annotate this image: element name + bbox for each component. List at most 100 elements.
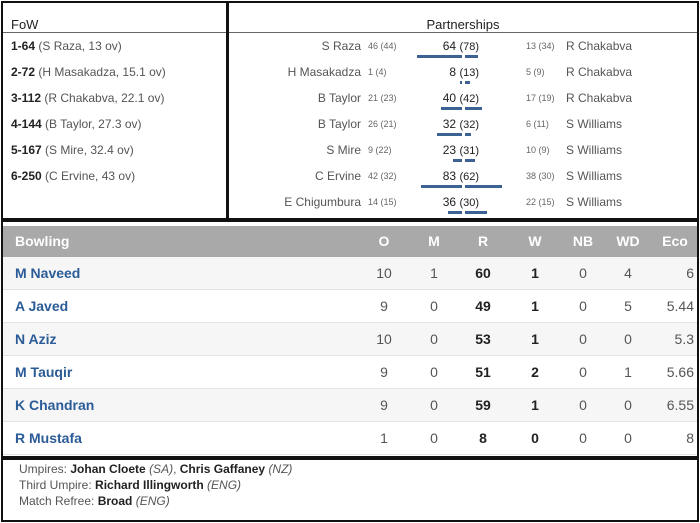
bowler-name[interactable]: K Chandran (15, 397, 95, 413)
bowler-runs: 60 (475, 265, 491, 281)
bowling-row: M Tauqir 9 0 51 2 0 1 5.66 (3, 356, 697, 389)
batter2-score: 17 (19) (526, 93, 555, 103)
bowler-noballs: 0 (579, 397, 587, 413)
batter1-name[interactable]: B Taylor (317, 117, 361, 131)
header-wickets: W (528, 233, 542, 249)
third-umpire-label: Third Umpire: (19, 478, 92, 492)
bowler-wides: 0 (624, 430, 632, 446)
batter2-name[interactable]: S Williams (566, 143, 622, 157)
referee-link[interactable]: Broad (97, 494, 133, 508)
bowling-row: N Aziz 10 0 53 1 0 0 5.3 (3, 323, 697, 356)
batter1-name[interactable]: E Chigumbura (284, 195, 361, 209)
batter1-score: 9 (22) (368, 145, 392, 155)
fow-row: 4-144 (B Taylor, 27.3 ov) (3, 111, 226, 137)
fow-detail: (S Raza, 13 ov) (38, 39, 122, 53)
batter1-name[interactable]: H Masakadza (287, 65, 361, 79)
batter2-score: 5 (9) (526, 67, 545, 77)
umpire-country: (NZ) (268, 462, 293, 476)
third-umpire-line: Third Umpire: Richard Illingworth (ENG) (19, 477, 292, 493)
header-noballs: NB (572, 233, 594, 249)
bowler-maidens: 0 (430, 430, 438, 446)
batter2-name[interactable]: S Williams (566, 117, 622, 131)
bowler-wickets: 1 (531, 265, 539, 281)
fow-score: 3-112 (11, 91, 42, 105)
bowler-maidens: 0 (430, 397, 438, 413)
bowler-name[interactable]: N Aziz (15, 331, 57, 347)
batter2-name[interactable]: S Williams (566, 169, 622, 183)
bowler-runs: 59 (475, 397, 491, 413)
batter1-name[interactable]: B Taylor (317, 91, 361, 105)
bowler-wickets: 1 (531, 397, 539, 413)
fow-row: 1-64 (S Raza, 13 ov) (3, 33, 226, 59)
bowler-name[interactable]: M Tauqir (15, 364, 73, 380)
bowler-runs: 8 (479, 430, 487, 446)
bowler-economy: 5.44 (666, 298, 694, 314)
partnership-row: S Raza 46 (44) 64 (78) 13 (34) R Chakabva (229, 33, 697, 59)
partnership-row: E Chigumbura 14 (15) 36 (30) 22 (15) S Willi… (229, 189, 697, 215)
batter2-name[interactable]: S Williams (566, 195, 622, 209)
bowler-economy: 6 (686, 265, 694, 281)
partnership-total: 83 (62) (442, 169, 479, 183)
bowler-wickets: 0 (531, 430, 539, 446)
partnership-total: 40 (42) (442, 91, 479, 105)
bowling-row: K Chandran 9 0 59 1 0 0 6.55 (3, 389, 697, 422)
batter1-name[interactable]: C Ervine (314, 169, 361, 183)
partnership-total: 64 (78) (442, 39, 479, 53)
batter1-contribution-bar (460, 81, 462, 84)
batter2-score: 10 (9) (526, 145, 550, 155)
header-economy: Eco (662, 233, 688, 249)
umpire-link[interactable]: Richard Illingworth (95, 478, 204, 492)
bowler-maidens: 0 (430, 331, 438, 347)
bowler-name[interactable]: M Naveed (15, 265, 81, 281)
fow-detail: (S Mire, 32.4 ov) (45, 143, 134, 157)
batter1-score: 21 (23) (368, 93, 397, 103)
divider (226, 3, 229, 218)
partnership-row: B Taylor 26 (21) 32 (32) 6 (11) S Williams (229, 111, 697, 137)
bowling-row: A Javed 9 0 49 1 0 5 5.44 (3, 290, 697, 323)
bowler-overs: 10 (376, 331, 392, 347)
umpire-link[interactable]: Chris Gaffaney (179, 462, 266, 476)
bowler-overs: 9 (380, 364, 388, 380)
bowler-wickets: 1 (531, 298, 539, 314)
fow-detail: (H Masakadza, 15.1 ov) (38, 65, 166, 79)
batter1-name[interactable]: S Raza (321, 39, 361, 53)
fow-score: 5-167 (11, 143, 42, 157)
header-overs: O (378, 233, 390, 249)
bowler-overs: 9 (380, 298, 388, 314)
batter2-score: 13 (34) (526, 41, 555, 51)
bowler-name[interactable]: R Mustafa (15, 430, 82, 446)
fow-detail: (C Ervine, 43 ov) (45, 169, 136, 183)
batter2-contribution-bar (465, 81, 470, 84)
header-wides: WD (616, 233, 640, 249)
umpires-line: Umpires: Johan Cloete (SA), Chris Gaffan… (19, 462, 293, 476)
fow-score: 4-144 (11, 117, 42, 131)
bowler-name[interactable]: A Javed (15, 298, 69, 314)
batter2-name[interactable]: R Chakabva (566, 39, 633, 53)
bowler-overs: 1 (380, 430, 388, 446)
batter2-contribution-bar (465, 185, 502, 188)
bowler-maidens: 0 (430, 298, 438, 314)
batter2-name[interactable]: R Chakabva (566, 65, 633, 79)
referee-label: Match Refree: (19, 494, 95, 508)
bowler-runs: 53 (475, 331, 491, 347)
batter1-contribution-bar (417, 55, 462, 58)
batter2-name[interactable]: R Chakabva (566, 91, 633, 105)
partnership-total: 23 (31) (442, 143, 479, 157)
bowler-overs: 10 (376, 265, 392, 281)
batter2-contribution-bar (465, 159, 475, 162)
bowler-noballs: 0 (579, 265, 587, 281)
referee-country: (ENG) (135, 494, 170, 508)
bowler-runs: 49 (475, 298, 491, 314)
umpire-link[interactable]: Johan Cloete (70, 462, 146, 476)
bowler-wides: 4 (624, 265, 632, 281)
partnership-total: 8 (13) (449, 65, 479, 79)
batter1-name[interactable]: S Mire (326, 143, 361, 157)
batter1-contribution-bar (421, 185, 462, 188)
bowler-maidens: 1 (430, 265, 438, 281)
batter2-score: 22 (15) (526, 197, 555, 207)
batter2-score: 38 (30) (526, 171, 555, 181)
fow-score: 2-72 (11, 65, 36, 79)
fow-score: 6-250 (11, 169, 42, 183)
bowler-noballs: 0 (579, 430, 587, 446)
